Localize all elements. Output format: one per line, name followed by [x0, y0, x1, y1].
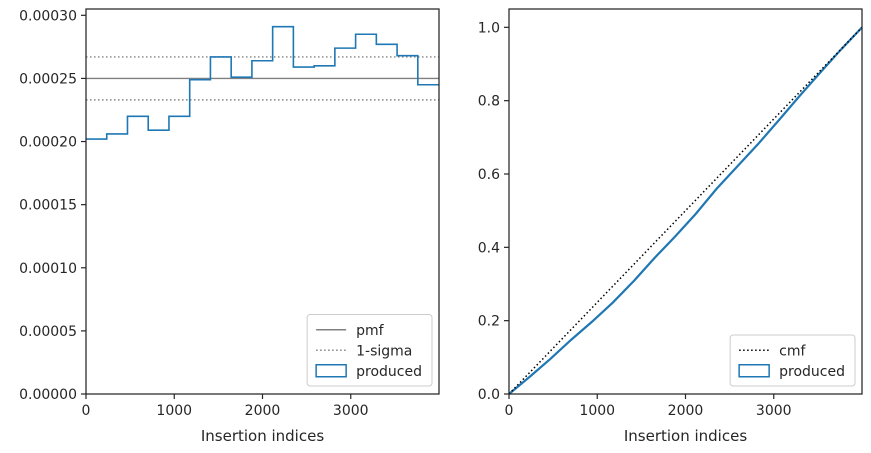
cumulative-panel: 0 1000 2000 3000 0.0 0.2 0.4 0.6 0.8 1.0 Inserti… — [478, 8, 863, 445]
x-tick-label: 2000 — [245, 403, 281, 419]
y-axis-ticks: 0.0 0.2 0.4 0.6 0.8 1.0 — [478, 20, 509, 403]
legend-swatch — [738, 364, 770, 378]
y-tick-label: 0.00010 — [19, 261, 77, 277]
legend-swatch — [315, 364, 347, 378]
y-tick-label: 1.0 — [478, 20, 500, 36]
produced-line — [508, 26, 863, 395]
legend-label: produced — [779, 364, 845, 380]
y-tick-label: 0.0 — [478, 387, 500, 403]
y-axis-ticks: 0.00000 0.00005 0.00010 0.00015 0.00020 0.000… — [19, 8, 86, 403]
y-tick-label: 0.2 — [478, 314, 500, 330]
x-axis-ticks: 0 1000 2000 3000 — [505, 394, 792, 419]
legend-box — [729, 334, 856, 387]
x-tick-label: 1000 — [156, 403, 192, 419]
x-axis-ticks: 0 1000 2000 3000 — [82, 394, 369, 419]
cumulative-series — [508, 26, 863, 395]
x-tick-label: 1000 — [579, 403, 615, 419]
histogram-series — [86, 25, 439, 140]
histogram-panel: 0 1000 2000 3000 0.000000.000050.000100.000… — [19, 8, 440, 445]
legend-label: pmf — [356, 323, 385, 339]
legend-box — [306, 314, 433, 387]
y-tick-label: 0.00025 — [19, 71, 77, 87]
legend: pmf 1-sigma produced — [306, 314, 433, 387]
x-tick-label: 2000 — [668, 403, 704, 419]
legend-label: produced — [356, 364, 422, 380]
y-tick-label: 0.8 — [478, 94, 500, 110]
x-tick-label: 0 — [505, 403, 514, 419]
x-tick-label: 3000 — [333, 403, 369, 419]
y-tick-label: 0.6 — [478, 167, 500, 183]
reference-lines — [86, 56, 439, 101]
x-axis-label: Insertion indices — [624, 427, 747, 445]
y-tick-label: 0.00005 — [19, 324, 77, 340]
produced-step-line — [86, 25, 439, 140]
y-tick-label: 0.4 — [478, 240, 500, 256]
legend-label: cmf — [779, 343, 806, 359]
x-tick-label: 3000 — [756, 403, 792, 419]
y-tick-label: 0.00020 — [19, 135, 77, 151]
cmf-line — [508, 26, 863, 395]
y-tick-label: 0.00030 — [19, 8, 77, 24]
legend-label: 1-sigma — [356, 343, 412, 359]
x-tick-label: 0 — [82, 403, 91, 419]
y-tick-label: 0.00015 — [19, 198, 77, 214]
legend: cmf produced — [729, 334, 856, 387]
x-axis-label: Insertion indices — [201, 427, 324, 445]
y-tick-label: 0.00000 — [19, 387, 77, 403]
